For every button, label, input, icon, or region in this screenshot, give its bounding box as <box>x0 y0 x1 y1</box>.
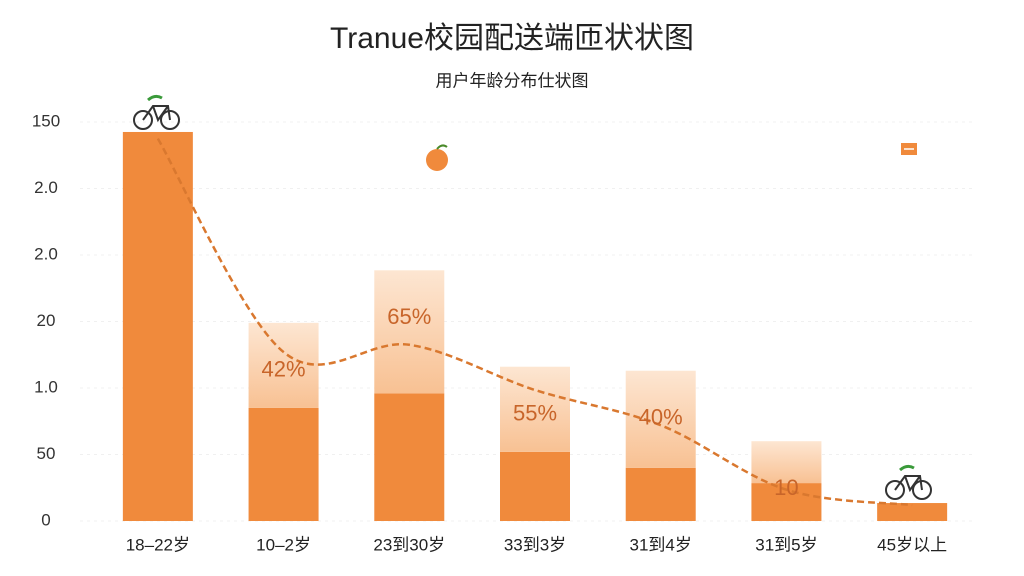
orange-icon <box>426 144 448 171</box>
x-tick-label: 23到30岁 <box>373 535 445 554</box>
data-label: 42% <box>262 357 306 382</box>
x-tick-label: 45岁以上 <box>877 535 947 554</box>
chart-subtitle: 用户年龄分布仕状图 <box>436 71 589 90</box>
bar-segment <box>625 370 696 468</box>
sign-icon <box>901 143 917 155</box>
y-tick-label: 50 <box>37 444 56 463</box>
data-label: 65% <box>387 304 431 329</box>
y-tick-label: 2.0 <box>34 244 58 263</box>
bar-segment <box>374 270 445 394</box>
bar-segment <box>374 393 445 521</box>
bar-segment <box>877 503 948 521</box>
x-tick-label: 18–22岁 <box>126 535 190 554</box>
x-tick-label: 33到3岁 <box>504 535 566 554</box>
bar-segment <box>248 407 319 521</box>
bar-segment <box>122 131 193 521</box>
y-tick-label: 1.0 <box>34 377 58 396</box>
y-tick-label: 0 <box>41 510 50 529</box>
x-tick-label: 10–2岁 <box>256 535 311 554</box>
bar-segment <box>500 451 570 521</box>
data-label: 40% <box>639 405 683 430</box>
decorations <box>133 94 932 500</box>
data-label: 10 <box>774 475 798 500</box>
bar-segment <box>625 467 696 521</box>
chart-title: Tranue校园配送端匝状状图 <box>330 22 694 55</box>
data-label: 55% <box>513 401 557 426</box>
bike-icon <box>885 464 932 500</box>
y-tick-label: 150 <box>32 111 60 130</box>
trend-line <box>156 137 913 507</box>
x-tick-label: 31到4岁 <box>630 535 692 554</box>
x-tick-label: 31到5岁 <box>755 535 817 554</box>
y-tick-label: 20 <box>37 311 56 330</box>
y-tick-label: 2.0 <box>34 178 58 197</box>
bar-segment <box>751 441 822 484</box>
bar-segment <box>248 322 319 408</box>
bike-icon <box>133 94 180 130</box>
